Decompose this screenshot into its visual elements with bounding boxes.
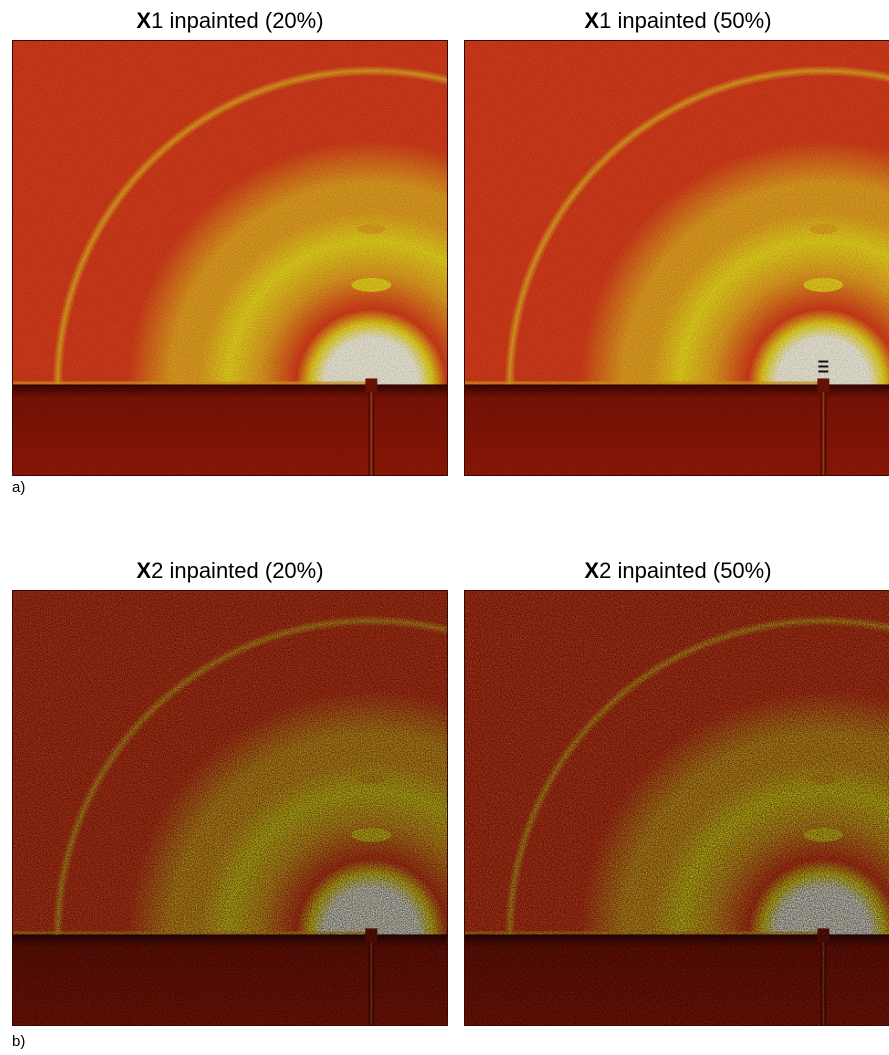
diffraction-pattern-graphic bbox=[465, 591, 889, 1025]
title-text: 2 inpainted (20%) bbox=[151, 558, 324, 583]
panel-title-b-left: X2 inpainted (20%) bbox=[12, 558, 448, 584]
subfigure-label-a: a) bbox=[12, 479, 26, 496]
diffraction-pattern-graphic bbox=[465, 41, 889, 475]
diffraction-pattern-graphic bbox=[13, 591, 447, 1025]
panel-title-a-right: X1 inpainted (50%) bbox=[460, 8, 889, 34]
title-bold-symbol: X bbox=[584, 8, 600, 33]
subfigure-label-b: b) bbox=[12, 1033, 26, 1050]
diffraction-image-a-right bbox=[464, 40, 889, 476]
panel-title-a-left: X1 inpainted (20%) bbox=[12, 8, 448, 34]
title-text: 1 inpainted (50%) bbox=[599, 8, 772, 33]
title-bold-symbol: X bbox=[136, 8, 152, 33]
title-text: 1 inpainted (20%) bbox=[151, 8, 324, 33]
title-text: 2 inpainted (50%) bbox=[599, 558, 772, 583]
title-bold-symbol: X bbox=[584, 558, 600, 583]
title-bold-symbol: X bbox=[136, 558, 152, 583]
diffraction-image-b-right bbox=[464, 590, 889, 1026]
diffraction-image-b-left bbox=[12, 590, 448, 1026]
panel-title-b-right: X2 inpainted (50%) bbox=[460, 558, 889, 584]
diffraction-image-a-left bbox=[12, 40, 448, 476]
diffraction-pattern-graphic bbox=[13, 41, 447, 475]
